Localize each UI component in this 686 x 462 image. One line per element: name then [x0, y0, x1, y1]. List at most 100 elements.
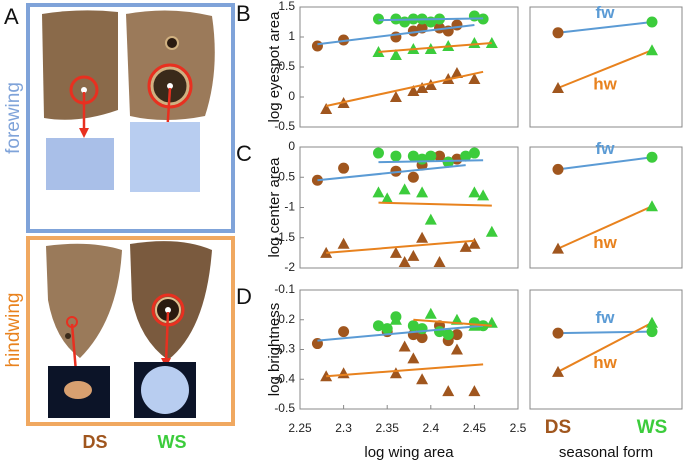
y-tick-label: -0.3 — [274, 342, 295, 356]
x-tick-label: 2.45 — [463, 421, 487, 435]
micrograph — [46, 138, 114, 190]
point — [398, 340, 411, 352]
point — [311, 40, 323, 52]
point — [485, 37, 498, 48]
column-label: DS — [82, 432, 107, 452]
connector-line — [557, 205, 653, 250]
x-tick-label: 2.35 — [376, 421, 400, 435]
point — [646, 16, 658, 28]
x-axis-label: seasonal form — [559, 444, 653, 461]
connector-line — [557, 21, 653, 34]
panel-a: A forewing hindwing DS — [3, 3, 235, 452]
point — [390, 165, 402, 177]
y-tick-label: -0.4 — [274, 371, 295, 385]
x-tick-label: 2.4 — [422, 421, 439, 435]
point — [451, 153, 463, 165]
point — [389, 91, 402, 102]
fit-line — [325, 70, 484, 107]
point — [552, 242, 564, 254]
eyespot — [165, 307, 171, 313]
point — [552, 82, 564, 93]
point — [398, 183, 411, 195]
point — [434, 150, 446, 162]
point — [372, 13, 384, 25]
micrograph — [130, 122, 200, 192]
y-axis-label: log center area — [266, 157, 283, 258]
point — [338, 326, 350, 338]
point — [424, 213, 437, 225]
point — [416, 332, 428, 344]
point — [552, 365, 564, 377]
point — [416, 186, 429, 198]
point — [468, 237, 481, 249]
point — [381, 323, 393, 335]
point — [477, 189, 490, 201]
y-tick-label: 1.5 — [278, 0, 295, 13]
row-label: hindwing — [3, 293, 24, 368]
y-tick-label: -0.5 — [274, 169, 295, 183]
point — [389, 367, 402, 379]
series-label: hw — [593, 75, 617, 94]
plot-frame — [299, 146, 519, 269]
y-axis-label: log brightness — [266, 303, 283, 396]
point — [407, 320, 419, 332]
point — [389, 49, 402, 60]
y-tick-label: -0.5 — [274, 119, 295, 133]
point — [407, 352, 420, 364]
arrow — [164, 311, 170, 363]
eyespot — [65, 333, 71, 339]
point — [451, 329, 463, 341]
point — [460, 150, 472, 162]
point — [646, 326, 658, 338]
y-tick-label: 0.5 — [278, 59, 295, 73]
plot-frame — [529, 146, 683, 269]
arrowhead — [79, 128, 89, 138]
fit-line — [326, 239, 475, 254]
row-label: forewing — [3, 82, 24, 154]
point — [646, 316, 658, 328]
point — [389, 246, 402, 258]
y-tick-label: -0.5 — [274, 401, 295, 415]
wing — [46, 243, 122, 358]
point — [468, 147, 480, 159]
series-label: fw — [596, 3, 616, 22]
y-tick-label: -0.2 — [274, 312, 295, 326]
point — [646, 200, 658, 212]
point — [468, 186, 481, 198]
point — [442, 385, 455, 397]
point — [450, 343, 463, 355]
point — [468, 385, 481, 397]
y-tick-label: -1 — [284, 200, 295, 214]
point — [552, 163, 564, 175]
panel-letter: A — [4, 4, 19, 29]
y-tick-label: -0.1 — [274, 282, 295, 296]
point — [468, 73, 481, 84]
scale-patch — [141, 366, 189, 414]
point — [320, 103, 333, 114]
point — [381, 192, 394, 204]
fit-line — [378, 42, 492, 53]
fit-line — [317, 324, 484, 342]
series-label: fw — [596, 139, 616, 158]
x-tick-label: 2.3 — [335, 421, 352, 435]
plot-frame — [529, 6, 683, 128]
point — [337, 367, 350, 379]
point — [398, 255, 411, 267]
point — [451, 19, 463, 31]
series-label: hw — [593, 233, 617, 252]
forewing-box — [26, 3, 235, 233]
point — [424, 79, 437, 90]
eyespot — [167, 83, 173, 89]
point — [646, 44, 658, 56]
point — [416, 373, 429, 385]
point — [468, 37, 481, 48]
point — [416, 231, 429, 243]
connector-line — [557, 156, 653, 171]
column-label: WS — [158, 432, 187, 452]
point — [389, 313, 402, 325]
point — [434, 22, 446, 34]
fit-line — [413, 318, 492, 327]
y-tick-label: -1.5 — [274, 230, 295, 244]
point — [407, 249, 420, 261]
